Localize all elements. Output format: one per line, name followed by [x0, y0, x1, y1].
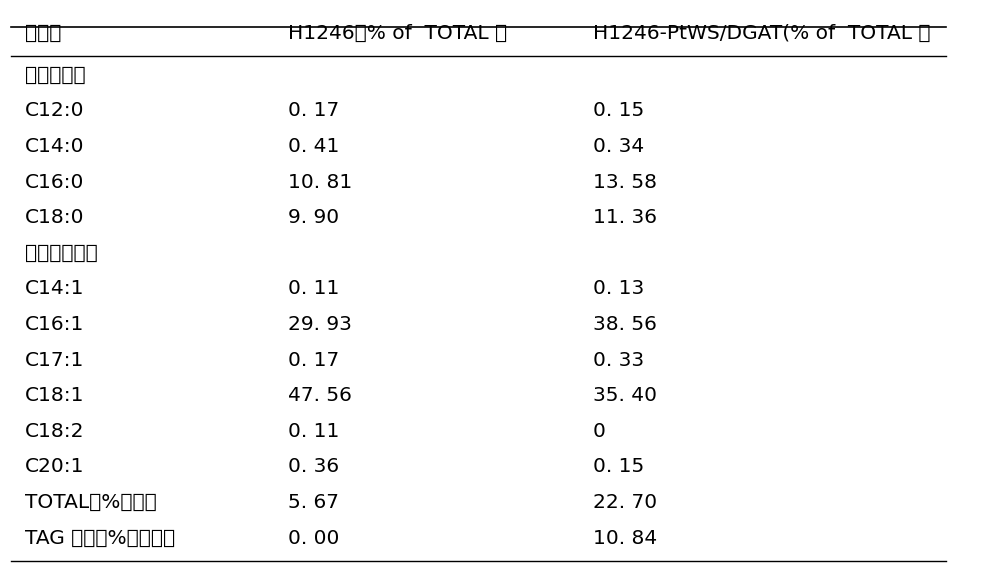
Text: C18:0: C18:0 — [25, 208, 85, 227]
Text: 0. 15: 0. 15 — [593, 102, 644, 120]
Text: 35. 40: 35. 40 — [593, 386, 657, 405]
Text: 0. 00: 0. 00 — [288, 529, 339, 548]
Text: TOTAL（%干重）: TOTAL（%干重） — [25, 493, 157, 512]
Text: 47. 56: 47. 56 — [288, 386, 352, 405]
Text: 0. 13: 0. 13 — [593, 279, 644, 298]
Text: 0. 11: 0. 11 — [288, 422, 339, 441]
Text: 11. 36: 11. 36 — [593, 208, 657, 227]
Text: 10. 81: 10. 81 — [288, 173, 352, 192]
Text: 脂肪酸: 脂肪酸 — [25, 24, 62, 43]
Text: 0. 17: 0. 17 — [288, 102, 339, 120]
Text: C20:1: C20:1 — [25, 458, 85, 477]
Text: C18:2: C18:2 — [25, 422, 85, 441]
Text: H1246（% of  TOTAL ）: H1246（% of TOTAL ） — [288, 24, 507, 43]
Text: 10. 84: 10. 84 — [593, 529, 657, 548]
Text: 13. 58: 13. 58 — [593, 173, 657, 192]
Text: 0. 11: 0. 11 — [288, 279, 339, 298]
Text: H1246-PtWS/DGAT(% of  TOTAL ）: H1246-PtWS/DGAT(% of TOTAL ） — [593, 24, 931, 43]
Text: C16:1: C16:1 — [25, 315, 85, 334]
Text: 29. 93: 29. 93 — [288, 315, 352, 334]
Text: C14:0: C14:0 — [25, 137, 85, 156]
Text: 0. 15: 0. 15 — [593, 458, 644, 477]
Text: C18:1: C18:1 — [25, 386, 85, 405]
Text: 0. 17: 0. 17 — [288, 350, 339, 369]
Text: 0. 34: 0. 34 — [593, 137, 644, 156]
Text: 38. 56: 38. 56 — [593, 315, 657, 334]
Text: 饱和脂肪酸: 饱和脂肪酸 — [25, 66, 86, 85]
Text: C14:1: C14:1 — [25, 279, 85, 298]
Text: C16:0: C16:0 — [25, 173, 85, 192]
Text: 9. 90: 9. 90 — [288, 208, 339, 227]
Text: 5. 67: 5. 67 — [288, 493, 339, 512]
Text: 0: 0 — [593, 422, 606, 441]
Text: 0. 36: 0. 36 — [288, 458, 339, 477]
Text: 0. 41: 0. 41 — [288, 137, 339, 156]
Text: 不饱和脂肪酸: 不饱和脂肪酸 — [25, 243, 98, 263]
Text: 0. 33: 0. 33 — [593, 350, 644, 369]
Text: C17:1: C17:1 — [25, 350, 85, 369]
Text: TAG 含量（%干重比）: TAG 含量（%干重比） — [25, 529, 175, 548]
Text: C12:0: C12:0 — [25, 102, 85, 120]
Text: 22. 70: 22. 70 — [593, 493, 657, 512]
